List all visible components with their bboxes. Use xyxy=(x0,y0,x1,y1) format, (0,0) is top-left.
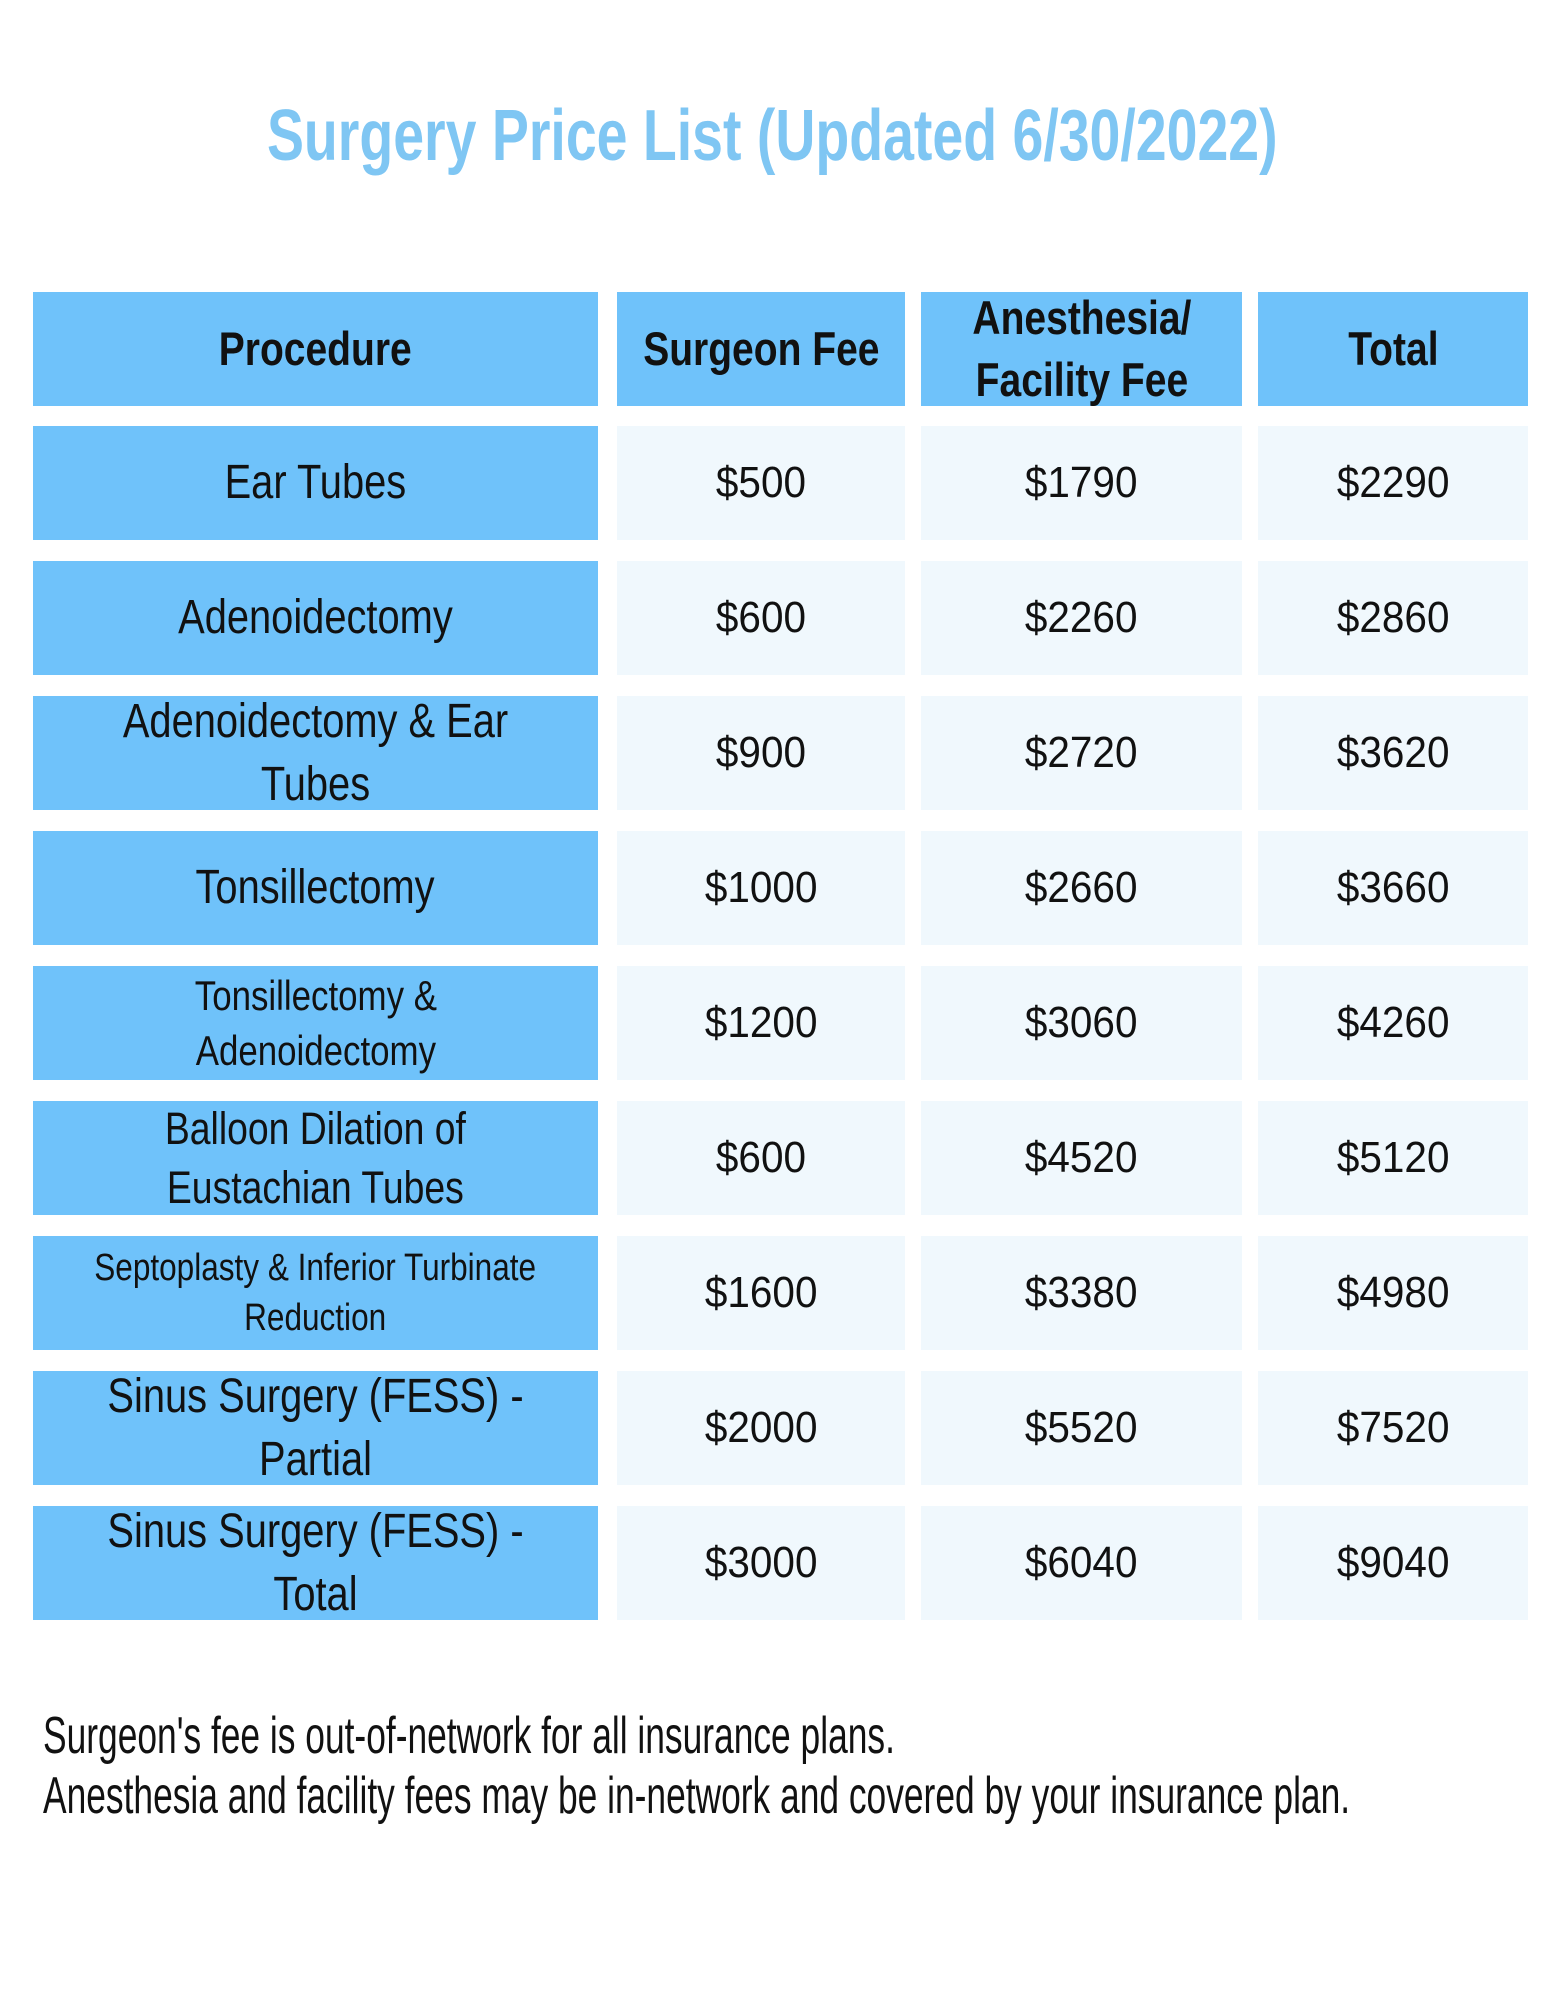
surgeon-fee-value: $1600 xyxy=(704,1268,818,1317)
anesthesia-facility-fee-value: $1790 xyxy=(1025,458,1138,507)
table-row: Septoplasty & Inferior Turbinate Reducti… xyxy=(33,1236,1528,1350)
total-cell: $4260 xyxy=(1258,966,1528,1080)
anesthesia-facility-fee-value: $3060 xyxy=(1025,998,1138,1047)
page-title: Surgery Price List (Updated 6/30/2022) xyxy=(0,100,1545,172)
surgeon-fee-cell: $600 xyxy=(617,561,905,675)
anesthesia-facility-fee-cell: $4520 xyxy=(921,1101,1242,1215)
procedure-cell: Septoplasty & Inferior Turbinate Reducti… xyxy=(33,1236,598,1350)
procedure-cell: Adenoidectomy & Ear Tubes xyxy=(33,695,598,811)
surgeon-fee-cell: $3000 xyxy=(617,1506,905,1620)
footnote-anesthesia-facility-text: Anesthesia and facility fees may be in-n… xyxy=(43,1767,1351,1825)
total-value: $3620 xyxy=(1336,728,1450,777)
surgeon-fee-cell: $1200 xyxy=(617,966,905,1080)
header-total-label: Total xyxy=(1347,321,1439,375)
total-value: $3660 xyxy=(1336,863,1450,912)
footnote-anesthesia-facility: Anesthesia and facility fees may be in-n… xyxy=(43,1766,1545,1826)
page-title-text: Surgery Price List (Updated 6/30/2022) xyxy=(267,96,1278,176)
procedure-label: Balloon Dilation of Eustachian Tubes xyxy=(164,1102,467,1213)
procedure-label: Ear Tubes xyxy=(224,456,407,510)
anesthesia-facility-fee-cell: $5520 xyxy=(921,1371,1242,1485)
procedure-label: Sinus Surgery (FESS) - Total xyxy=(107,1504,524,1621)
total-cell: $3660 xyxy=(1258,831,1528,945)
total-cell: $5120 xyxy=(1258,1101,1528,1215)
anesthesia-facility-fee-value: $3380 xyxy=(1025,1268,1138,1317)
anesthesia-facility-fee-value: $6040 xyxy=(1025,1538,1138,1587)
surgeon-fee-cell: $1000 xyxy=(617,831,905,945)
anesthesia-facility-fee-cell: $2660 xyxy=(921,831,1242,945)
header-anesthesia-facility-fee-label: Anesthesia/ Facility Fee xyxy=(972,290,1191,406)
table-row: Adenoidectomy & Ear Tubes $900 $2720 $36… xyxy=(33,695,1528,811)
procedure-label: Adenoidectomy xyxy=(178,591,453,645)
anesthesia-facility-fee-cell: $6040 xyxy=(921,1506,1242,1620)
surgeon-fee-cell: $500 xyxy=(617,426,905,540)
procedure-cell: Balloon Dilation of Eustachian Tubes xyxy=(33,1101,598,1215)
total-cell: $4980 xyxy=(1258,1236,1528,1350)
table-row: Balloon Dilation of Eustachian Tubes $60… xyxy=(33,1101,1528,1215)
procedure-cell: Adenoidectomy xyxy=(33,561,598,675)
surgeon-fee-cell: $2000 xyxy=(617,1371,905,1485)
procedure-cell: Ear Tubes xyxy=(33,426,598,540)
header-surgeon-fee: Surgeon Fee xyxy=(617,292,905,406)
procedure-label: Septoplasty & Inferior Turbinate Reducti… xyxy=(94,1246,537,1339)
surgeon-fee-cell: $1600 xyxy=(617,1236,905,1350)
total-value: $4260 xyxy=(1336,998,1450,1047)
table-header-row: Procedure Surgeon Fee Anesthesia/ Facili… xyxy=(33,291,1528,406)
surgeon-fee-value: $600 xyxy=(715,1133,807,1182)
anesthesia-facility-fee-value: $2660 xyxy=(1025,863,1138,912)
total-value: $4980 xyxy=(1336,1268,1450,1317)
table-row: Ear Tubes $500 $1790 $2290 xyxy=(33,426,1528,540)
total-cell: $7520 xyxy=(1258,1371,1528,1485)
procedure-label: Tonsillectomy & Adenoidectomy xyxy=(194,971,437,1074)
anesthesia-facility-fee-value: $2720 xyxy=(1025,728,1138,777)
header-total: Total xyxy=(1258,292,1528,406)
anesthesia-facility-fee-cell: $2260 xyxy=(921,561,1242,675)
anesthesia-facility-fee-cell: $3060 xyxy=(921,966,1242,1080)
total-value: $2860 xyxy=(1336,593,1450,642)
total-value: $7520 xyxy=(1336,1403,1450,1452)
surgeon-fee-value: $500 xyxy=(715,458,807,507)
total-cell: $2860 xyxy=(1258,561,1528,675)
procedure-cell: Sinus Surgery (FESS) - Partial xyxy=(33,1370,598,1486)
header-procedure-label: Procedure xyxy=(219,321,412,375)
procedure-cell: Sinus Surgery (FESS) - Total xyxy=(33,1505,598,1621)
total-cell: $9040 xyxy=(1258,1506,1528,1620)
table-row: Tonsillectomy & Adenoidectomy $1200 $306… xyxy=(33,966,1528,1080)
procedure-cell: Tonsillectomy & Adenoidectomy xyxy=(33,966,598,1080)
footnotes: Surgeon's fee is out-of-network for all … xyxy=(43,1706,1545,1826)
total-cell: $3620 xyxy=(1258,696,1528,810)
procedure-label: Tonsillectomy xyxy=(195,861,436,915)
anesthesia-facility-fee-value: $5520 xyxy=(1025,1403,1138,1452)
total-value: $9040 xyxy=(1336,1538,1450,1587)
anesthesia-facility-fee-cell: $1790 xyxy=(921,426,1242,540)
surgeon-fee-value: $2000 xyxy=(704,1403,818,1452)
table-row: Sinus Surgery (FESS) - Partial $2000 $55… xyxy=(33,1370,1528,1486)
price-table: Procedure Surgeon Fee Anesthesia/ Facili… xyxy=(33,291,1528,1641)
surgeon-fee-cell: $600 xyxy=(617,1101,905,1215)
surgeon-fee-cell: $900 xyxy=(617,696,905,810)
anesthesia-facility-fee-value: $2260 xyxy=(1025,593,1138,642)
procedure-cell: Tonsillectomy xyxy=(33,831,598,945)
procedure-label: Sinus Surgery (FESS) - Partial xyxy=(107,1369,524,1486)
footnote-surgeon-fee-text: Surgeon's fee is out-of-network for all … xyxy=(43,1707,895,1765)
procedure-label: Adenoidectomy & Ear Tubes xyxy=(122,694,509,811)
anesthesia-facility-fee-cell: $3380 xyxy=(921,1236,1242,1350)
total-value: $2290 xyxy=(1336,458,1450,507)
table-row: Adenoidectomy $600 $2260 $2860 xyxy=(33,561,1528,675)
surgeon-fee-value: $900 xyxy=(715,728,807,777)
header-anesthesia-facility-fee: Anesthesia/ Facility Fee xyxy=(921,291,1242,406)
header-procedure: Procedure xyxy=(33,292,598,406)
anesthesia-facility-fee-value: $4520 xyxy=(1025,1133,1138,1182)
table-row: Sinus Surgery (FESS) - Total $3000 $6040… xyxy=(33,1505,1528,1621)
surgeon-fee-value: $600 xyxy=(715,593,807,642)
total-value: $5120 xyxy=(1336,1133,1450,1182)
anesthesia-facility-fee-cell: $2720 xyxy=(921,696,1242,810)
header-surgeon-fee-label: Surgeon Fee xyxy=(642,321,880,375)
total-cell: $2290 xyxy=(1258,426,1528,540)
surgeon-fee-value: $3000 xyxy=(704,1538,818,1587)
surgeon-fee-value: $1200 xyxy=(704,998,818,1047)
table-row: Tonsillectomy $1000 $2660 $3660 xyxy=(33,831,1528,945)
footnote-surgeon-fee: Surgeon's fee is out-of-network for all … xyxy=(43,1706,1545,1766)
surgeon-fee-value: $1000 xyxy=(704,863,818,912)
